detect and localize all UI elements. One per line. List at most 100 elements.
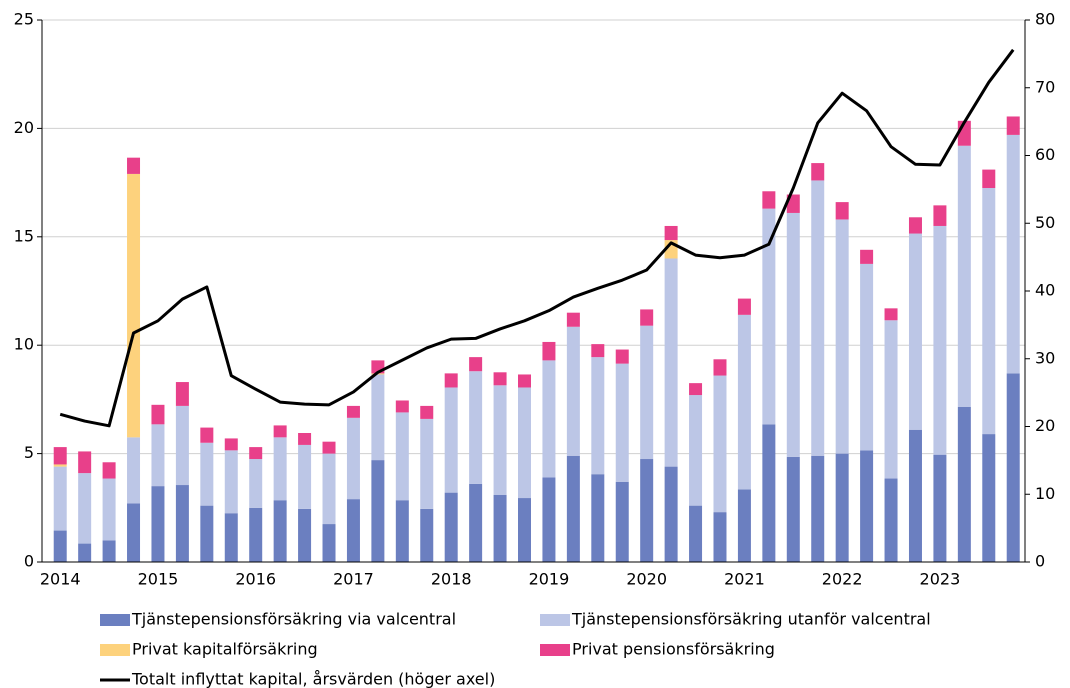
bar-segment	[322, 453, 336, 525]
y-tick-label: 0	[24, 552, 34, 571]
bar-segment	[469, 371, 483, 484]
bar-segment	[298, 444, 312, 509]
bar-segment	[640, 325, 654, 460]
bar-segment	[395, 412, 409, 501]
bar-segment	[175, 382, 189, 406]
bar-segment	[908, 429, 922, 562]
bar-segment	[420, 405, 434, 419]
bar-segment	[127, 437, 141, 504]
y2-tick-label: 0	[1035, 552, 1045, 571]
bar-segment	[933, 205, 947, 226]
x-tick-label: 2016	[235, 570, 276, 589]
bar-segment	[175, 405, 189, 486]
bar-segment	[444, 387, 458, 493]
bar-segment	[371, 460, 385, 562]
bar-segment	[664, 466, 678, 562]
bar-segment	[273, 437, 287, 501]
bar-segment	[542, 360, 556, 478]
x-tick-label: 2014	[40, 570, 81, 589]
bar-segment	[346, 499, 360, 562]
bar-segment	[102, 540, 116, 562]
x-tick-label: 2021	[724, 570, 765, 589]
bar-segment	[591, 357, 605, 475]
bar-segment	[737, 298, 751, 315]
legend-label: Totalt inflyttat kapital, årsvärden (hög…	[131, 670, 495, 688]
bar-segment	[444, 492, 458, 562]
bar-segment	[518, 498, 531, 562]
bar-segment	[982, 169, 996, 189]
bar-segment	[224, 438, 238, 451]
y2-tick-label: 10	[1035, 484, 1055, 503]
bar-segment	[737, 489, 751, 562]
bar-segment	[786, 456, 800, 562]
bar-segment	[249, 447, 263, 460]
y-tick-label: 10	[14, 335, 34, 354]
bar-segment	[151, 486, 165, 562]
bar-segment	[346, 405, 360, 418]
bar-segment	[151, 424, 165, 487]
bar-segment	[200, 505, 214, 562]
bar-segment	[127, 503, 141, 562]
bar-segment	[249, 507, 263, 562]
bar-segment	[371, 374, 385, 461]
bar-segment	[518, 374, 531, 388]
y-tick-label: 15	[14, 226, 34, 245]
bar-segment	[1006, 134, 1020, 374]
bar-segment	[298, 433, 312, 445]
legend-swatch	[100, 614, 130, 626]
bar-segment	[493, 494, 507, 562]
bar-segment	[860, 249, 874, 264]
bar-segment	[151, 404, 165, 425]
line	[59, 48, 1015, 428]
bar-segment	[737, 314, 751, 490]
bar-segment	[762, 191, 776, 209]
y-tick-label: 5	[24, 443, 34, 462]
bar-segment	[566, 312, 580, 327]
bar-segment	[1006, 116, 1020, 135]
bar-segment	[127, 173, 141, 438]
y-tick-label: 20	[14, 118, 34, 137]
y2-tick-label: 20	[1035, 416, 1055, 435]
x-tick-label: 2023	[920, 570, 961, 589]
bar-segment	[420, 508, 434, 562]
bar-segment	[200, 442, 214, 506]
bar-segment	[689, 383, 703, 396]
bar-segment	[395, 400, 409, 413]
bar-segment	[933, 225, 947, 455]
bar-segment	[933, 454, 947, 562]
bar-segment	[640, 459, 654, 562]
bar-segment	[493, 372, 507, 386]
bar-segment	[884, 320, 898, 479]
bar-segment	[322, 524, 336, 562]
bar-segment	[908, 233, 922, 430]
bar-segment	[395, 500, 409, 562]
bar-segment	[835, 202, 849, 220]
legend-label: Tjänstepensionsförsäkring utanför valcen…	[571, 610, 931, 629]
bar-segment	[713, 375, 727, 513]
bar-segment	[957, 145, 971, 407]
bar-segment	[518, 387, 531, 499]
y2-tick-label: 50	[1035, 213, 1055, 232]
bar-segment	[78, 451, 92, 474]
legend-swatch	[540, 614, 570, 626]
bar-segment	[957, 406, 971, 562]
y2-tick-label: 60	[1035, 145, 1055, 164]
bar-segment	[713, 512, 727, 562]
bar-segment	[786, 212, 800, 457]
bar-segment	[273, 500, 287, 562]
bar-segment	[542, 341, 556, 361]
bar-segment	[273, 425, 287, 438]
bar-segment	[542, 477, 556, 562]
bar-segment	[762, 208, 776, 425]
bar-segment	[493, 385, 507, 495]
bar-segment	[420, 418, 434, 509]
bar-segment	[53, 464, 67, 467]
bar-segment	[664, 258, 678, 467]
bar-segment	[689, 505, 703, 562]
bar-segment	[640, 309, 654, 326]
bar-segment	[566, 326, 580, 456]
bar-segment	[982, 188, 996, 435]
bar-segment	[591, 344, 605, 358]
x-tick-label: 2020	[626, 570, 667, 589]
